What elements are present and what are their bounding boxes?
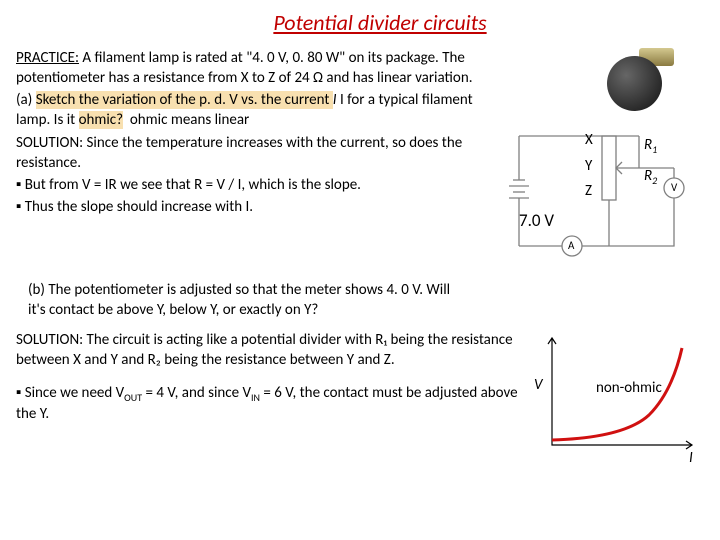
practice-text: A filament lamp is rated at "4. 0 V, 0. … — [16, 49, 472, 87]
graph-annotation: non-ohmic — [596, 378, 662, 398]
circuit-diagram: X Y Z R1 R2 7.0 V A V — [499, 118, 699, 268]
qa-hl1: Sketch the variation of the p. d. V vs. … — [36, 91, 333, 109]
label-z: Z — [585, 181, 592, 201]
solution-b-2: ▪ Since we need VOUT = 4 V, and since VI… — [16, 383, 524, 425]
solution-a-2: ▪ But from V = IR we see that R = V / I,… — [16, 175, 491, 195]
qa-pre: (a) — [16, 91, 36, 109]
label-x: X — [585, 130, 593, 150]
vi-graph: V I non-ohmic — [534, 330, 704, 471]
practice-block: PRACTICE: A filament lamp is rated at "4… — [16, 48, 491, 89]
label-voltage: 7.0 V — [519, 210, 554, 233]
graph-xlabel: I — [689, 448, 693, 468]
qa-i: I — [333, 91, 340, 109]
qa-hl2: ohmic? — [79, 111, 124, 129]
ohmic-note: ohmic means linear — [130, 111, 249, 129]
solution-a-1: SOLUTION: Since the temperature increase… — [16, 133, 491, 174]
practice-label: PRACTICE: — [16, 49, 79, 67]
label-y: Y — [585, 156, 592, 176]
potentiometer-photo — [589, 48, 679, 118]
solution-a-3: ▪ Thus the slope should increase with I. — [16, 197, 491, 217]
question-b: (b) The potentiometer is adjusted so tha… — [16, 280, 456, 321]
label-r1: R1 — [644, 135, 657, 157]
question-a: (a) Sketch the variation of the p. d. V … — [16, 90, 491, 131]
page-title: Potential divider circuits — [16, 8, 704, 38]
label-r2: R2 — [644, 166, 657, 188]
graph-ylabel: V — [534, 375, 543, 395]
label-a: A — [568, 239, 574, 254]
solution-b-1: SOLUTION: The circuit is acting like a p… — [16, 330, 524, 371]
label-v: V — [671, 181, 677, 196]
